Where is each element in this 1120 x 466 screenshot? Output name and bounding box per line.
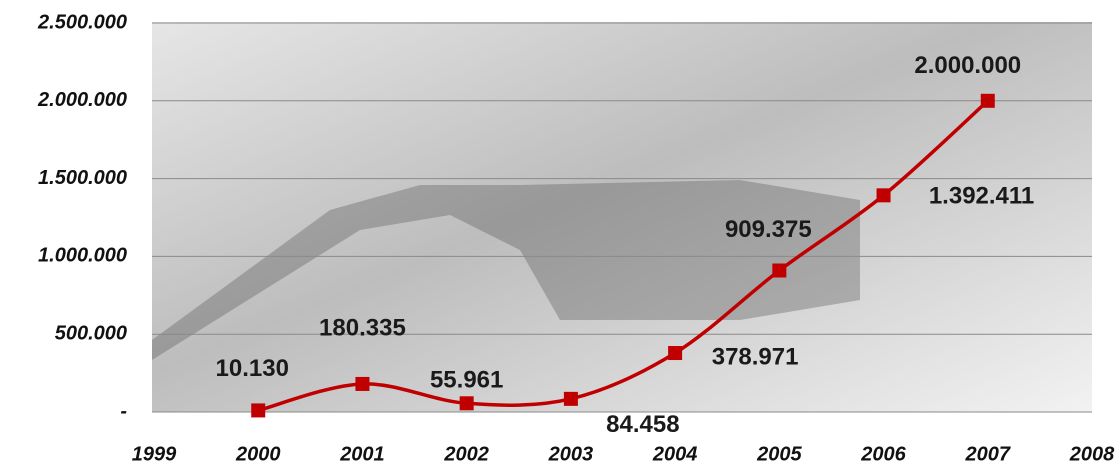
marker — [459, 396, 474, 411]
x-tick-label: 1999 — [132, 443, 177, 465]
data-label: 378.971 — [712, 343, 799, 370]
x-tick-label: 2005 — [756, 443, 802, 465]
y-tick-label: 1.500.000 — [38, 167, 127, 189]
plot-background — [152, 22, 1092, 412]
marker — [251, 403, 266, 418]
x-tick-label: 2007 — [965, 443, 1011, 465]
y-tick-label: 500.000 — [55, 322, 127, 344]
y-tick-label: 2.000.000 — [37, 89, 127, 111]
data-label: 55.961 — [430, 367, 503, 394]
data-label: 1.392.411 — [929, 183, 1034, 210]
background-pump — [152, 180, 860, 360]
y-tick-label: - — [120, 400, 127, 422]
data-label: 84.458 — [606, 411, 679, 438]
data-label: 2.000.000 — [914, 52, 1021, 79]
x-tick-label: 2006 — [860, 443, 906, 465]
x-tick-label: 2008 — [1069, 443, 1115, 465]
data-label: 909.375 — [725, 216, 812, 243]
data-label: 10.130 — [216, 355, 289, 382]
x-tick-label: 2001 — [339, 443, 385, 465]
marker — [355, 376, 370, 391]
marker — [563, 391, 578, 406]
marker — [772, 263, 787, 278]
x-tick-label: 2003 — [548, 443, 594, 465]
x-tick-label: 2004 — [652, 443, 698, 465]
marker — [876, 188, 891, 203]
x-tick-label: 2002 — [443, 443, 489, 465]
y-tick-label: 1.000.000 — [38, 245, 127, 267]
y-tick-label: 2.500.000 — [37, 11, 127, 33]
x-tick-label: 2000 — [235, 443, 281, 465]
data-label: 180.335 — [319, 314, 406, 341]
marker — [668, 346, 683, 361]
marker — [980, 93, 995, 108]
